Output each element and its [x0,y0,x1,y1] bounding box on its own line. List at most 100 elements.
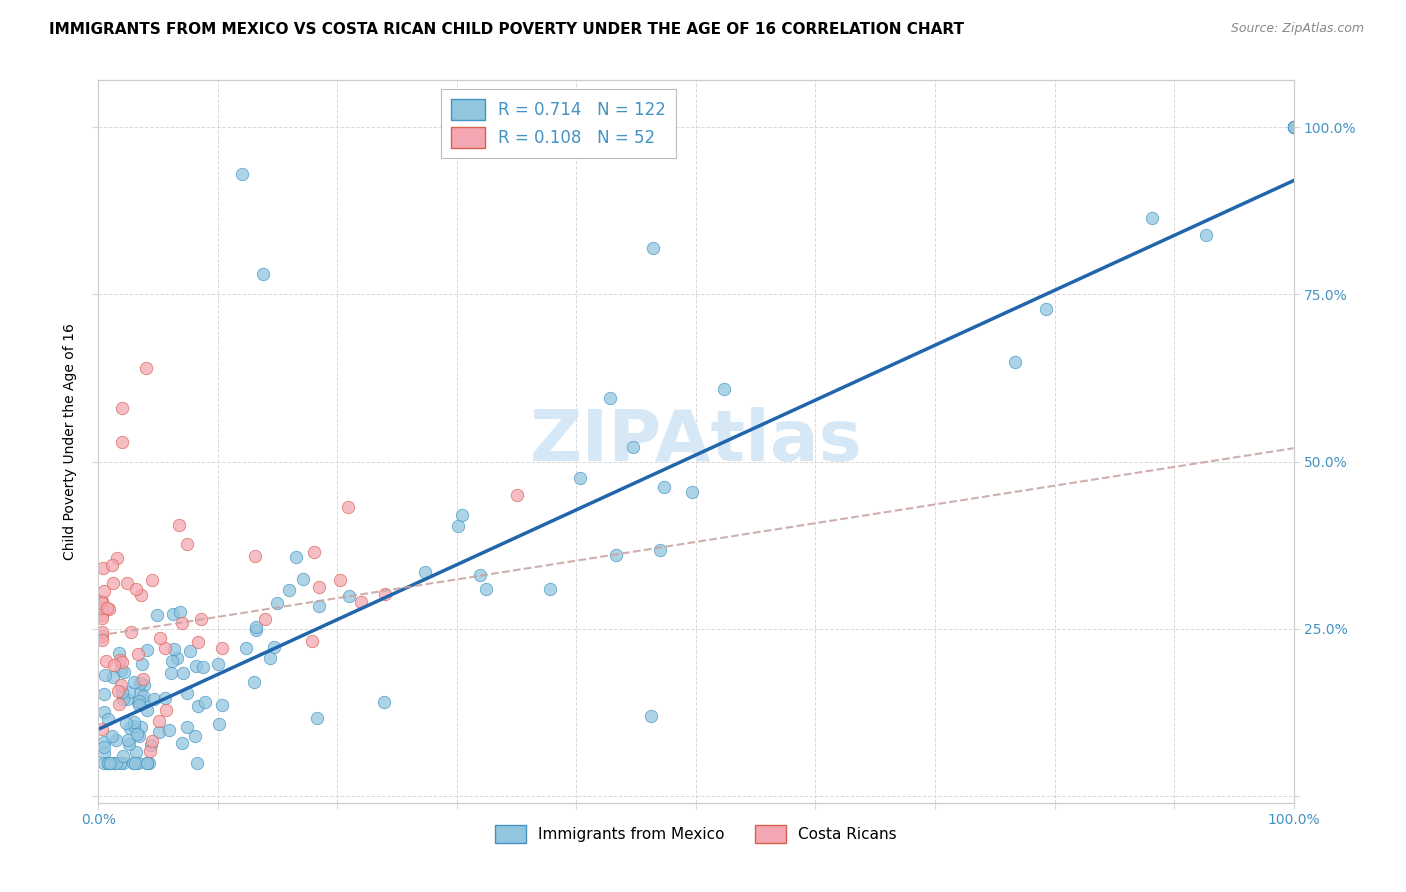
Point [91,596,114,610]
Point [506,488,529,502]
Point [153,691,176,706]
Point [129,675,152,690]
Text: ZIPAtlas: ZIPAtlas [530,407,862,476]
Text: IMMIGRANTS FROM MEXICO VS COSTA RICAN CHILD POVERTY UNDER THE AGE OF 16 CORRELAT: IMMIGRANTS FROM MEXICO VS COSTA RICAN CH… [49,22,965,37]
Point [91,594,114,608]
Point [131,588,153,602]
Point [605,548,627,562]
Point [127,648,149,662]
Point [538,582,561,597]
Point [148,724,170,739]
Point [112,756,135,770]
Point [146,607,169,622]
Point [91,629,114,643]
Point [91,632,114,647]
Point [337,500,360,514]
Point [98,601,121,615]
Point [108,756,131,770]
Point [101,558,124,572]
Point [105,551,128,566]
Point [1004,355,1026,369]
Point [415,566,437,580]
Point [103,657,125,672]
Point [278,582,301,597]
Point [120,625,142,640]
Point [139,744,162,758]
Point [162,607,184,622]
Point [93,746,115,760]
Point [141,573,163,587]
Point [143,692,166,706]
Point [93,739,115,754]
Point [308,599,330,613]
Point [263,640,285,655]
Point [167,517,190,532]
Point [96,601,118,615]
Point [253,612,276,626]
Point [94,654,117,668]
Point [252,268,274,282]
Point [1282,120,1305,135]
Point [211,641,233,656]
Point [301,633,323,648]
Point [91,607,114,622]
Point [208,716,231,731]
Point [139,738,162,752]
Point [101,576,124,591]
Point [468,568,491,582]
Point [97,756,120,770]
Point [127,727,149,741]
Point [91,723,114,737]
Point [128,686,150,700]
Point [104,732,127,747]
Point [186,659,208,673]
Point [124,756,146,770]
Point [176,720,198,734]
Point [266,596,288,610]
Point [115,715,138,730]
Point [1035,301,1057,316]
Point [93,735,115,749]
Point [599,391,621,405]
Point [128,694,150,708]
Point [713,382,735,396]
Point [1195,227,1218,242]
Point [94,668,117,682]
Point [291,572,314,586]
Point [191,660,214,674]
Point [111,685,134,699]
Point [93,706,115,720]
Point [141,733,163,747]
Point [111,691,134,706]
Point [374,587,396,601]
Point [176,536,198,550]
Point [569,471,592,485]
Point [124,719,146,733]
Point [108,697,131,711]
Point [93,584,115,599]
Point [160,665,183,680]
Point [284,549,307,564]
Point [93,756,115,770]
Point [302,545,325,559]
Point [350,595,373,609]
Point [128,698,150,712]
Point [105,756,128,770]
Point [243,549,266,563]
Point [1140,211,1163,225]
Point [179,644,201,658]
Point [125,582,148,596]
Point [115,691,138,706]
Point [211,698,233,712]
Point [187,635,209,649]
Point [172,665,194,680]
Point [245,623,267,637]
Text: Source: ZipAtlas.com: Source: ZipAtlas.com [1230,22,1364,36]
Point [681,484,703,499]
Point [134,678,156,692]
Point [163,641,186,656]
Point [115,575,138,590]
Point [122,715,145,730]
Point [93,687,115,701]
Point [110,678,132,692]
